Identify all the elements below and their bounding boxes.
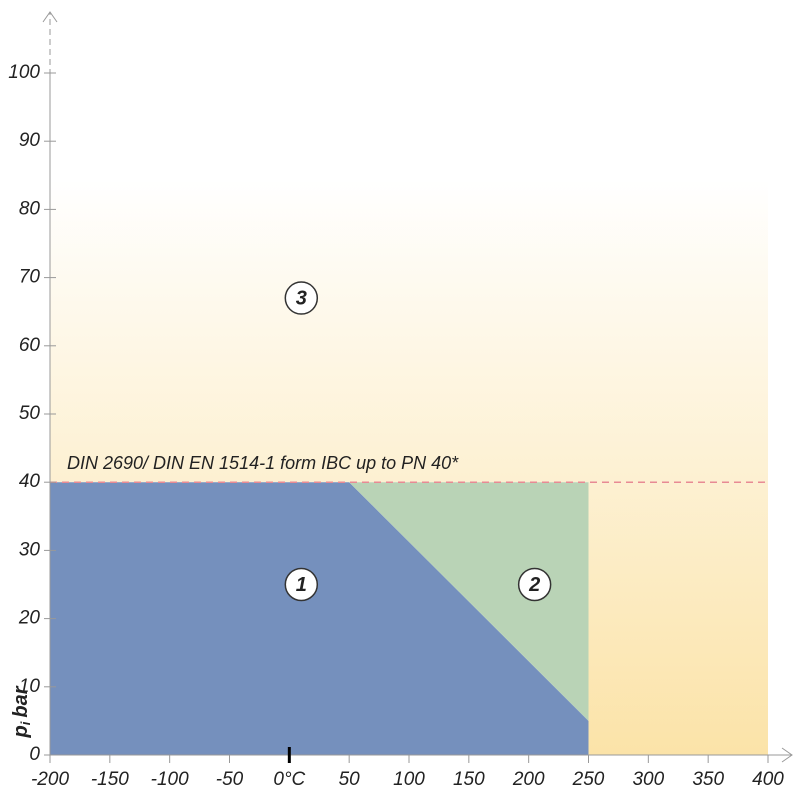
x-tick-label: 0°C — [273, 769, 305, 790]
y-tick-label: 20 — [18, 608, 41, 629]
y-tick-label: 60 — [19, 335, 41, 356]
region — [349, 482, 589, 721]
y-label-symbol: p — [10, 725, 32, 738]
x-tick-label: 400 — [752, 769, 784, 790]
x-tick-label: 100 — [393, 769, 425, 790]
region — [50, 482, 589, 755]
region-label: 2 — [528, 574, 540, 596]
x-tick-label: 50 — [339, 769, 361, 790]
y-tick-label: 30 — [19, 539, 41, 560]
y-tick-label: 90 — [19, 130, 41, 151]
y-axis-label: pi bar — [10, 685, 33, 738]
region-label-circle — [284, 281, 319, 315]
x-tick-label: -150 — [91, 769, 129, 790]
y-label-unit: bar — [10, 685, 32, 717]
y-tick-label: 70 — [19, 267, 41, 288]
region-label-circle — [517, 567, 552, 602]
x-tick-label: -100 — [151, 769, 189, 790]
y-tick-label: 80 — [19, 198, 41, 219]
y-tick-label: 100 — [8, 62, 40, 83]
x-tick-label: 150 — [453, 769, 485, 790]
x-tick-label: 350 — [692, 769, 724, 790]
region-label-circle — [284, 567, 319, 602]
reference-label: DIN 2690/ DIN EN 1514-1 form IBC up to P… — [67, 453, 459, 473]
x-tick-label: 200 — [512, 769, 545, 790]
x-tick-label: 300 — [632, 769, 664, 790]
y-tick-label: 0 — [29, 744, 40, 765]
x-tick-label: 250 — [572, 769, 605, 790]
y-tick-label: 40 — [19, 471, 41, 492]
x-axis-arrow — [781, 747, 793, 763]
y-tick-label: 10 — [19, 676, 41, 697]
region-label: 1 — [296, 574, 307, 596]
y-label-subscript: i — [18, 721, 33, 725]
y-tick-label: 50 — [19, 403, 41, 424]
x-tick-label: -50 — [216, 769, 244, 790]
y-axis-arrow — [42, 11, 58, 23]
region-label: 3 — [296, 287, 307, 309]
x-tick-label: -200 — [31, 769, 69, 790]
plot-area — [50, 73, 768, 755]
